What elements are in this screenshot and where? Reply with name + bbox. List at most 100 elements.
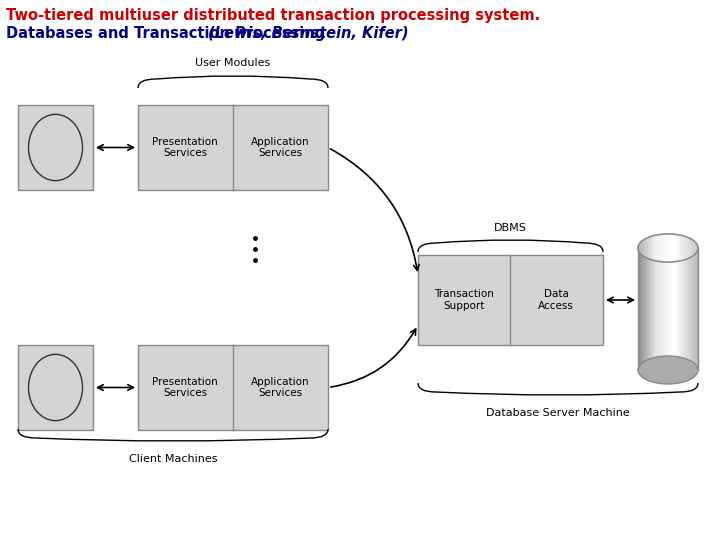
Bar [670,248,672,370]
Bar [689,248,690,370]
Bar [667,234,668,262]
Bar [677,234,678,262]
Bar [658,248,660,370]
Bar [661,248,662,370]
Bar [656,248,657,370]
Bar [648,248,649,370]
Ellipse shape [29,354,83,421]
Bar [652,234,654,262]
Bar [654,234,655,262]
Bar [663,234,665,262]
Bar [673,248,675,370]
Bar [652,248,654,370]
Bar [686,234,688,262]
Ellipse shape [29,114,83,181]
Bar [138,345,328,430]
Text: Database Server Machine: Database Server Machine [486,408,630,418]
Bar [681,248,683,370]
Bar [18,345,93,430]
Bar [691,248,693,370]
Bar [645,248,647,370]
Bar [657,248,659,370]
Bar [682,234,683,262]
Text: Data
Access: Data Access [538,289,574,311]
Bar [643,234,644,262]
Ellipse shape [638,234,698,262]
Text: DBMS: DBMS [494,223,526,233]
Bar [678,248,680,370]
Ellipse shape [638,356,698,384]
Text: (Lewis, Bernstein, Kifer): (Lewis, Bernstein, Kifer) [208,26,408,41]
Bar [679,234,680,262]
Bar [694,248,696,370]
Bar [693,234,695,262]
Bar [676,248,678,370]
Bar [674,248,675,370]
Bar [650,248,652,370]
Bar [640,234,642,262]
Bar [695,234,696,262]
Bar [138,105,328,190]
Bar [690,248,691,370]
Bar [675,234,677,262]
Bar [665,248,667,370]
Bar [664,234,665,262]
Bar [693,248,695,370]
Bar [684,234,685,262]
Bar [656,234,657,262]
Bar [641,248,642,370]
Bar [685,234,686,262]
Bar [665,234,667,262]
Bar [692,248,693,370]
Bar [697,248,698,370]
Bar [18,105,93,190]
Text: Application
Services: Application Services [251,377,310,399]
Bar [673,234,675,262]
Bar [664,248,665,370]
Text: Transaction
Support: Transaction Support [434,289,494,311]
Bar [672,234,673,262]
Bar [669,248,670,370]
Bar [648,234,649,262]
Bar [649,248,650,370]
Bar [647,234,649,262]
Bar [669,234,670,262]
Bar [677,248,678,370]
Bar [646,248,647,370]
Bar [663,248,665,370]
Bar [653,234,654,262]
Bar [655,234,657,262]
Bar [687,234,688,262]
Bar [668,234,670,262]
Bar [670,234,672,262]
Bar [640,248,642,370]
Bar [639,248,641,370]
Bar [653,248,654,370]
Bar [671,248,672,370]
Bar [642,248,644,370]
Bar [680,248,682,370]
Bar [687,248,688,370]
Text: Databases and Transaction Processing: Databases and Transaction Processing [6,26,325,41]
Bar [688,234,690,262]
Bar [659,248,660,370]
Bar [649,234,650,262]
Bar [689,234,690,262]
Bar [662,248,664,370]
Bar [647,248,649,370]
Bar [644,234,646,262]
Text: Client Machines: Client Machines [129,454,217,464]
Bar [685,248,686,370]
Bar [686,248,688,370]
Bar [651,234,652,262]
Bar [684,248,685,370]
Bar [655,248,657,370]
Bar [666,234,667,262]
Bar [643,248,644,370]
Bar [668,248,670,370]
Bar [639,234,641,262]
Bar [638,248,639,370]
Bar [661,234,662,262]
Bar [696,234,698,262]
Bar [694,234,696,262]
